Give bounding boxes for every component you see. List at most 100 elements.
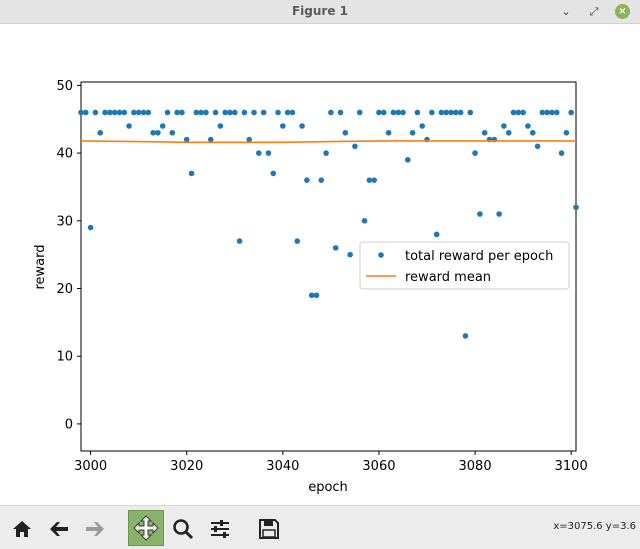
data-point	[380, 109, 387, 116]
data-point	[395, 109, 401, 116]
pan-button[interactable]	[128, 510, 164, 546]
minimize-button[interactable]: ⌄	[561, 5, 571, 18]
data-point	[212, 109, 219, 116]
data-point	[467, 109, 474, 116]
data-point	[544, 109, 550, 116]
data-point	[404, 157, 411, 163]
y-axis-label: reward	[33, 244, 48, 289]
data-point	[107, 109, 113, 116]
data-point	[462, 333, 469, 339]
x-tick-label: 3000	[74, 459, 107, 474]
data-point	[83, 109, 89, 116]
data-point	[573, 204, 579, 211]
data-point	[371, 177, 377, 183]
data-point	[150, 129, 156, 136]
data-point	[159, 123, 166, 129]
data-point	[116, 109, 123, 116]
data-point	[299, 123, 305, 129]
figure-canvas[interactable]: 0 10 20 30 40 50 3000 3020 3040 3060 3080 3100 epo…	[0, 24, 640, 505]
data-point	[328, 109, 334, 116]
data-point	[558, 150, 565, 156]
zoom-button[interactable]	[167, 513, 199, 545]
data-point	[323, 150, 329, 156]
zoom-icon	[173, 519, 194, 540]
configure-subplots-button[interactable]	[204, 513, 236, 545]
data-point	[183, 136, 190, 143]
window-title: Figure 1	[291, 4, 349, 18]
data-point	[529, 129, 536, 136]
data-point	[342, 129, 349, 136]
data-point	[501, 123, 507, 129]
back-arrow-icon	[50, 522, 68, 536]
data-point	[525, 123, 531, 129]
save-icon	[259, 519, 279, 539]
x-tick-label: 3060	[362, 459, 395, 474]
data-point	[429, 109, 435, 116]
data-point	[231, 109, 238, 116]
data-point	[111, 109, 118, 116]
data-point	[284, 109, 291, 116]
data-point	[126, 123, 132, 129]
data-point	[280, 123, 286, 129]
data-point	[92, 109, 99, 116]
data-point	[135, 109, 142, 116]
data-point	[155, 129, 161, 136]
y-tick-label: 20	[56, 282, 73, 297]
data-point	[207, 136, 214, 143]
home-button[interactable]	[6, 513, 38, 545]
data-point	[193, 109, 200, 116]
data-point	[453, 109, 459, 116]
data-point	[289, 109, 296, 116]
data-point	[169, 129, 176, 136]
data-point	[563, 129, 570, 136]
mean-line-group	[80, 140, 576, 144]
cursor-coordinates: x=3075.6 y=3.6	[553, 521, 636, 532]
data-point	[390, 109, 397, 116]
data-point	[409, 129, 416, 136]
data-point	[179, 109, 185, 116]
save-button[interactable]	[253, 513, 285, 545]
data-point	[438, 109, 445, 116]
data-point	[174, 109, 180, 116]
back-button[interactable]	[43, 513, 75, 545]
data-point	[313, 292, 320, 299]
data-point	[251, 109, 257, 116]
data-point	[433, 231, 440, 238]
y-tick-label: 30	[56, 214, 73, 229]
data-point	[270, 170, 277, 177]
data-point	[510, 109, 517, 116]
legend-label-mean: reward mean	[405, 270, 491, 285]
data-point	[457, 109, 464, 116]
legend: total reward per epoch reward mean	[359, 241, 570, 290]
legend-marker-points	[378, 252, 384, 258]
y-tick-label: 0	[65, 417, 73, 432]
data-point	[241, 109, 248, 116]
close-button[interactable]: ×	[615, 4, 630, 19]
legend-label-points: total reward per epoch	[405, 249, 553, 264]
data-point	[304, 177, 310, 183]
forward-button[interactable]	[79, 513, 111, 545]
data-point	[568, 109, 574, 116]
data-point	[102, 109, 108, 116]
pan-icon	[133, 515, 159, 541]
restore-button[interactable]: ⤢	[589, 5, 599, 18]
x-ticks: 3000 3020 3040 3060 3080 3100	[74, 451, 588, 474]
data-point	[481, 129, 488, 136]
data-point	[361, 217, 368, 224]
x-tick-label: 3020	[170, 459, 203, 474]
data-point	[477, 211, 483, 217]
data-point	[131, 109, 137, 116]
data-point	[400, 109, 406, 116]
window-titlebar: Figure 1 ⌄ ⤢ ×	[0, 0, 640, 24]
data-point	[188, 170, 195, 177]
data-point	[203, 109, 209, 116]
data-point	[414, 109, 421, 116]
data-point	[376, 109, 382, 116]
data-point	[97, 129, 104, 136]
data-point	[553, 109, 560, 116]
data-point	[534, 143, 541, 150]
data-point	[515, 109, 522, 116]
data-point	[443, 109, 450, 116]
data-point	[256, 150, 262, 156]
data-point	[337, 109, 344, 116]
